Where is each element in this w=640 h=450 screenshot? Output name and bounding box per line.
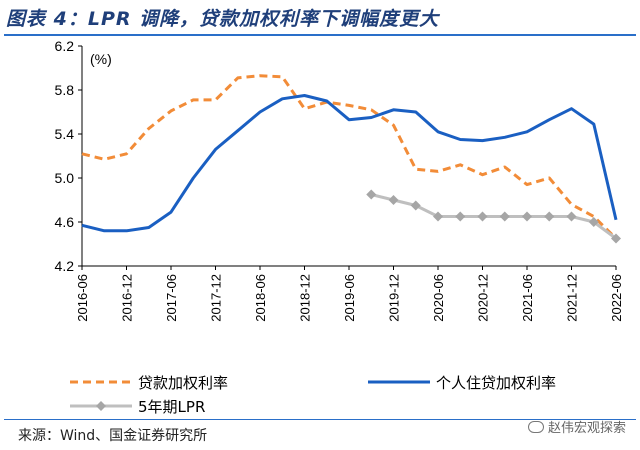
y-tick-label: 5.0 <box>55 170 75 186</box>
y-tick-label: 5.8 <box>55 82 75 98</box>
watermark: 赵伟宏观探索 <box>527 417 626 436</box>
series-line-2 <box>81 94 618 233</box>
x-tick-label: 2018-12 <box>298 274 313 322</box>
series-3-point <box>499 211 510 222</box>
series-line-1 <box>81 74 618 240</box>
series-3-point <box>455 211 466 222</box>
x-tick-label: 2020-12 <box>476 274 491 322</box>
x-tick-label: 2016-06 <box>75 274 90 322</box>
legend-item-1-label: 贷款加权利率 <box>138 374 228 392</box>
x-tick-label: 2022-06 <box>609 274 624 322</box>
line-chart: 6.2 5.8 5.4 5.0 4.6 4.2 (%) 2016-06 2016-12 2017-… <box>55 38 624 416</box>
footer-divider <box>4 419 636 420</box>
series-3-point <box>566 211 577 222</box>
series-3-point <box>544 211 555 222</box>
legend-marker-3 <box>96 401 106 411</box>
chart-legend: 贷款加权利率 个人住贷加权利率 5年期LPR <box>70 374 556 416</box>
y-tick-label: 4.2 <box>55 258 75 274</box>
x-tick-label: 2017-12 <box>209 274 224 322</box>
series-line-3 <box>370 193 617 240</box>
x-tick-label: 2019-12 <box>387 274 402 322</box>
series-3-point <box>388 195 399 205</box>
x-tick-label: 2020-06 <box>431 274 446 322</box>
legend-item-3-label: 5年期LPR <box>138 398 205 416</box>
series-3-point <box>366 189 377 200</box>
y-tick-label: 4.6 <box>55 214 75 230</box>
series-3-point <box>522 211 532 222</box>
source-note: 来源：Wind、国金证券研究所 <box>18 428 208 444</box>
chart-title: 图表 4：LPR 调降，贷款加权利率下调幅度更大 <box>6 8 440 30</box>
x-tick-label: 2019-06 <box>342 274 357 322</box>
x-tick-label: 2021-06 <box>520 274 535 322</box>
title-divider <box>4 34 636 36</box>
x-tick-label: 2017-06 <box>164 274 179 322</box>
x-tick-label: 2018-06 <box>253 274 268 322</box>
x-tick-label: 2016-12 <box>120 274 135 322</box>
series-3-point <box>477 211 488 222</box>
wechat-icon <box>527 420 544 433</box>
series-3-point <box>588 217 599 227</box>
y-tick-label: 5.4 <box>55 126 75 142</box>
legend-item-2-label: 个人住贷加权利率 <box>436 374 556 392</box>
y-unit-label: (%) <box>90 51 112 67</box>
watermark-text: 赵伟宏观探索 <box>547 421 626 436</box>
chart-axes: 6.2 5.8 5.4 5.0 4.6 4.2 (%) 2016-06 2016-12 2017-… <box>55 38 624 322</box>
x-tick-label: 2021-12 <box>565 274 580 322</box>
y-tick-label: 6.2 <box>55 38 75 54</box>
series-3-point <box>410 200 421 211</box>
chart-series <box>81 74 621 244</box>
series-3-point <box>611 233 621 244</box>
series-3-point <box>433 211 443 222</box>
